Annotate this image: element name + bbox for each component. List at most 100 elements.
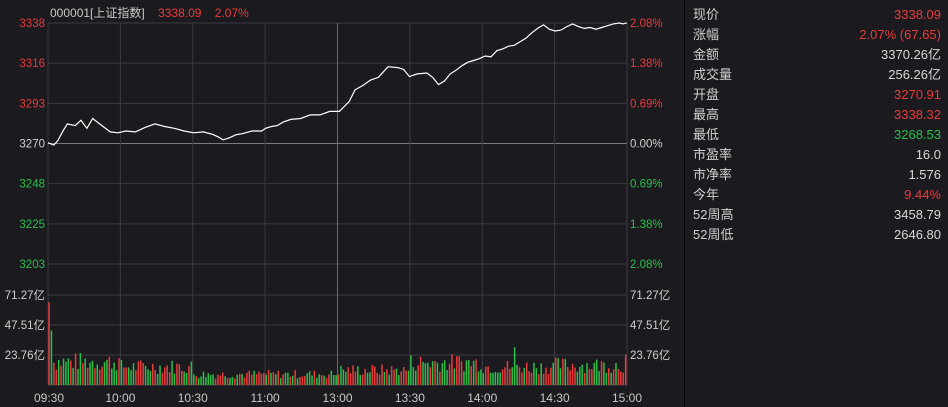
- volume-bar: [557, 358, 559, 385]
- volume-bar: [605, 372, 608, 385]
- info-value: 3338.09: [894, 7, 941, 22]
- volume-bar: [574, 367, 576, 385]
- volume-bar: [523, 367, 526, 385]
- volume-bar: [67, 358, 70, 385]
- volume-bar: [381, 364, 383, 385]
- volume-bar: [219, 375, 222, 385]
- volume-bar: [509, 368, 511, 385]
- volume-bar: [588, 369, 591, 385]
- volume-bar: [200, 376, 202, 385]
- header-price: 3338.09: [158, 6, 202, 20]
- volume-bar: [545, 367, 547, 385]
- volume-bar: [460, 361, 463, 385]
- price-line: [47, 22, 628, 146]
- volume-bar: [610, 372, 612, 385]
- volume-bar: [422, 361, 424, 385]
- volume-bar: [236, 374, 238, 385]
- volume-bar: [185, 372, 188, 385]
- volume-bar: [108, 356, 111, 385]
- panel-divider: [684, 0, 685, 407]
- volume-bar: [576, 371, 579, 385]
- volume-bar: [156, 374, 159, 385]
- time-tick-label: 15:00: [612, 391, 642, 405]
- volume-bar: [106, 359, 108, 385]
- volume-bar: [352, 365, 354, 385]
- volume-bar: [506, 360, 509, 385]
- info-value: 9.44%: [904, 187, 941, 202]
- volume-bar: [304, 375, 306, 385]
- volume-bar: [443, 360, 446, 385]
- volume-bar: [265, 374, 267, 385]
- time-tick-label: 14:00: [467, 391, 497, 405]
- volume-bar: [542, 373, 545, 385]
- volume-bar: [294, 370, 296, 385]
- volume-bar: [400, 371, 403, 385]
- volume-bar: [571, 363, 574, 385]
- volume-bar: [62, 358, 65, 385]
- volume-bar: [98, 369, 101, 385]
- volume-bar: [569, 370, 571, 385]
- axis-labels: 3338 2.08% 3316 1.38% 3293 0.69% 3270 0.00% 3248…: [5, 18, 671, 405]
- info-row: 金额 3370.26亿: [693, 45, 941, 65]
- volume-bar: [424, 363, 427, 385]
- volume-bar: [608, 368, 610, 385]
- volume-bar: [248, 370, 251, 385]
- info-value: 2646.80: [894, 227, 941, 242]
- info-row: 最高 3338.32: [693, 105, 941, 125]
- info-label: 52周低: [693, 227, 734, 242]
- volume-bar: [581, 364, 583, 385]
- volume-bar: [499, 372, 501, 385]
- info-row: 成交量 256.26亿: [693, 65, 941, 85]
- volume-bar: [342, 369, 345, 385]
- volume-bar: [118, 358, 120, 385]
- volume-bar: [147, 369, 149, 385]
- info-label: 开盘: [693, 87, 720, 102]
- volume-bar: [284, 372, 287, 385]
- volume-bar: [135, 370, 137, 385]
- pct-tick-label: 1.38%: [630, 219, 663, 231]
- volume-bar: [518, 367, 521, 385]
- volume-bar: [390, 366, 393, 385]
- volume-bar: [103, 362, 106, 385]
- volume-bar: [229, 377, 231, 385]
- time-tick-label: 13:30: [395, 391, 425, 405]
- volume-bar: [96, 364, 99, 385]
- quote-info-panel: 现价 3338.09 涨幅 2.07% (67.65) 金额 3370.26亿 成交量 256…: [693, 5, 941, 245]
- pct-tick-label: 0.69%: [630, 98, 663, 110]
- volume-bar: [183, 371, 185, 385]
- info-row: 今年 9.44%: [693, 185, 941, 205]
- volume-bar: [405, 370, 407, 385]
- volume-bar: [419, 356, 422, 385]
- volume-bar: [72, 367, 74, 385]
- volume-bar: [212, 374, 214, 385]
- volume-bar: [113, 362, 115, 385]
- volume-bar: [540, 363, 542, 385]
- volume-bar: [168, 372, 171, 385]
- volume-bar: [472, 360, 475, 385]
- volume-tick-label: 47.51亿: [5, 319, 45, 332]
- volume-bar: [74, 353, 77, 385]
- volume-bar: [299, 376, 301, 385]
- time-tick-label: 09:30: [34, 391, 64, 405]
- volume-bar: [494, 371, 497, 385]
- volume-bar: [554, 357, 557, 385]
- volume-bar: [127, 367, 130, 385]
- info-row: 市盈率 16.0: [693, 145, 941, 165]
- volume-bar: [161, 372, 164, 385]
- volume-bar: [513, 347, 516, 385]
- volume-bar: [202, 371, 205, 385]
- volume-bar: [504, 367, 506, 385]
- volume-bar: [86, 367, 89, 385]
- info-label: 市盈率: [693, 147, 733, 162]
- volume-bar: [600, 361, 603, 385]
- volume-bar: [448, 363, 451, 385]
- volume-bar: [516, 364, 518, 385]
- volume-bar: [205, 377, 207, 385]
- header-change-pct: 2.07%: [214, 6, 249, 20]
- info-value: 1.576: [908, 167, 941, 182]
- price-tick-label: 3338: [19, 18, 45, 30]
- volume-bar: [383, 372, 386, 385]
- volume-bar: [311, 375, 313, 385]
- volume-bar: [214, 378, 217, 385]
- volume-bar: [164, 367, 166, 385]
